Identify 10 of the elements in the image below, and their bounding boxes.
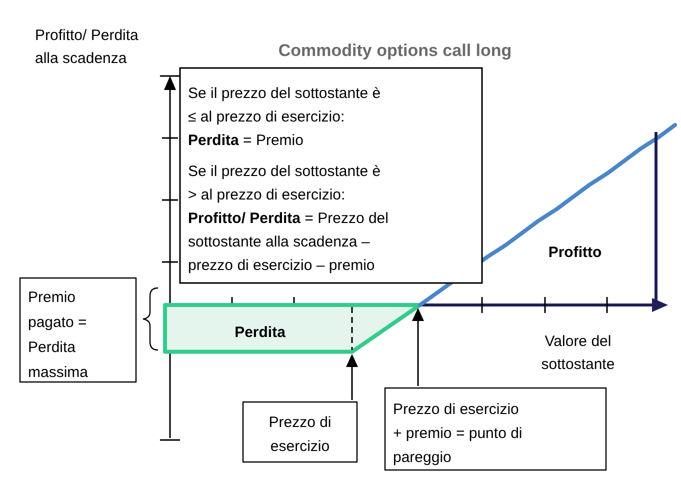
text: Premio pagato = Perdita massima [28,289,89,381]
x-axis-title: Valore del sottostante [541,333,615,373]
annotation: Se il prezzo del sottostante è > al prezzo di esercizio: Profitto/ Perdita = Prezzo del sottostante alla scadenza – prezzo di esercizio – premio [188,163,388,274]
text: Prezzo di esercizio + premio = punto di pareggio [393,401,522,466]
annotation: Profitto [548,244,602,261]
chart-title: Commodity options call long [278,41,512,60]
y-axis-title: Profitto/ Perdita alla scadenza [35,27,140,67]
annotation: Se il prezzo del sottostante è ≤ al prezzo di esercizio: Perdita = Premio [188,85,381,149]
text: Prezzo di esercizio [268,414,332,455]
annotation: Perdita [234,324,286,341]
